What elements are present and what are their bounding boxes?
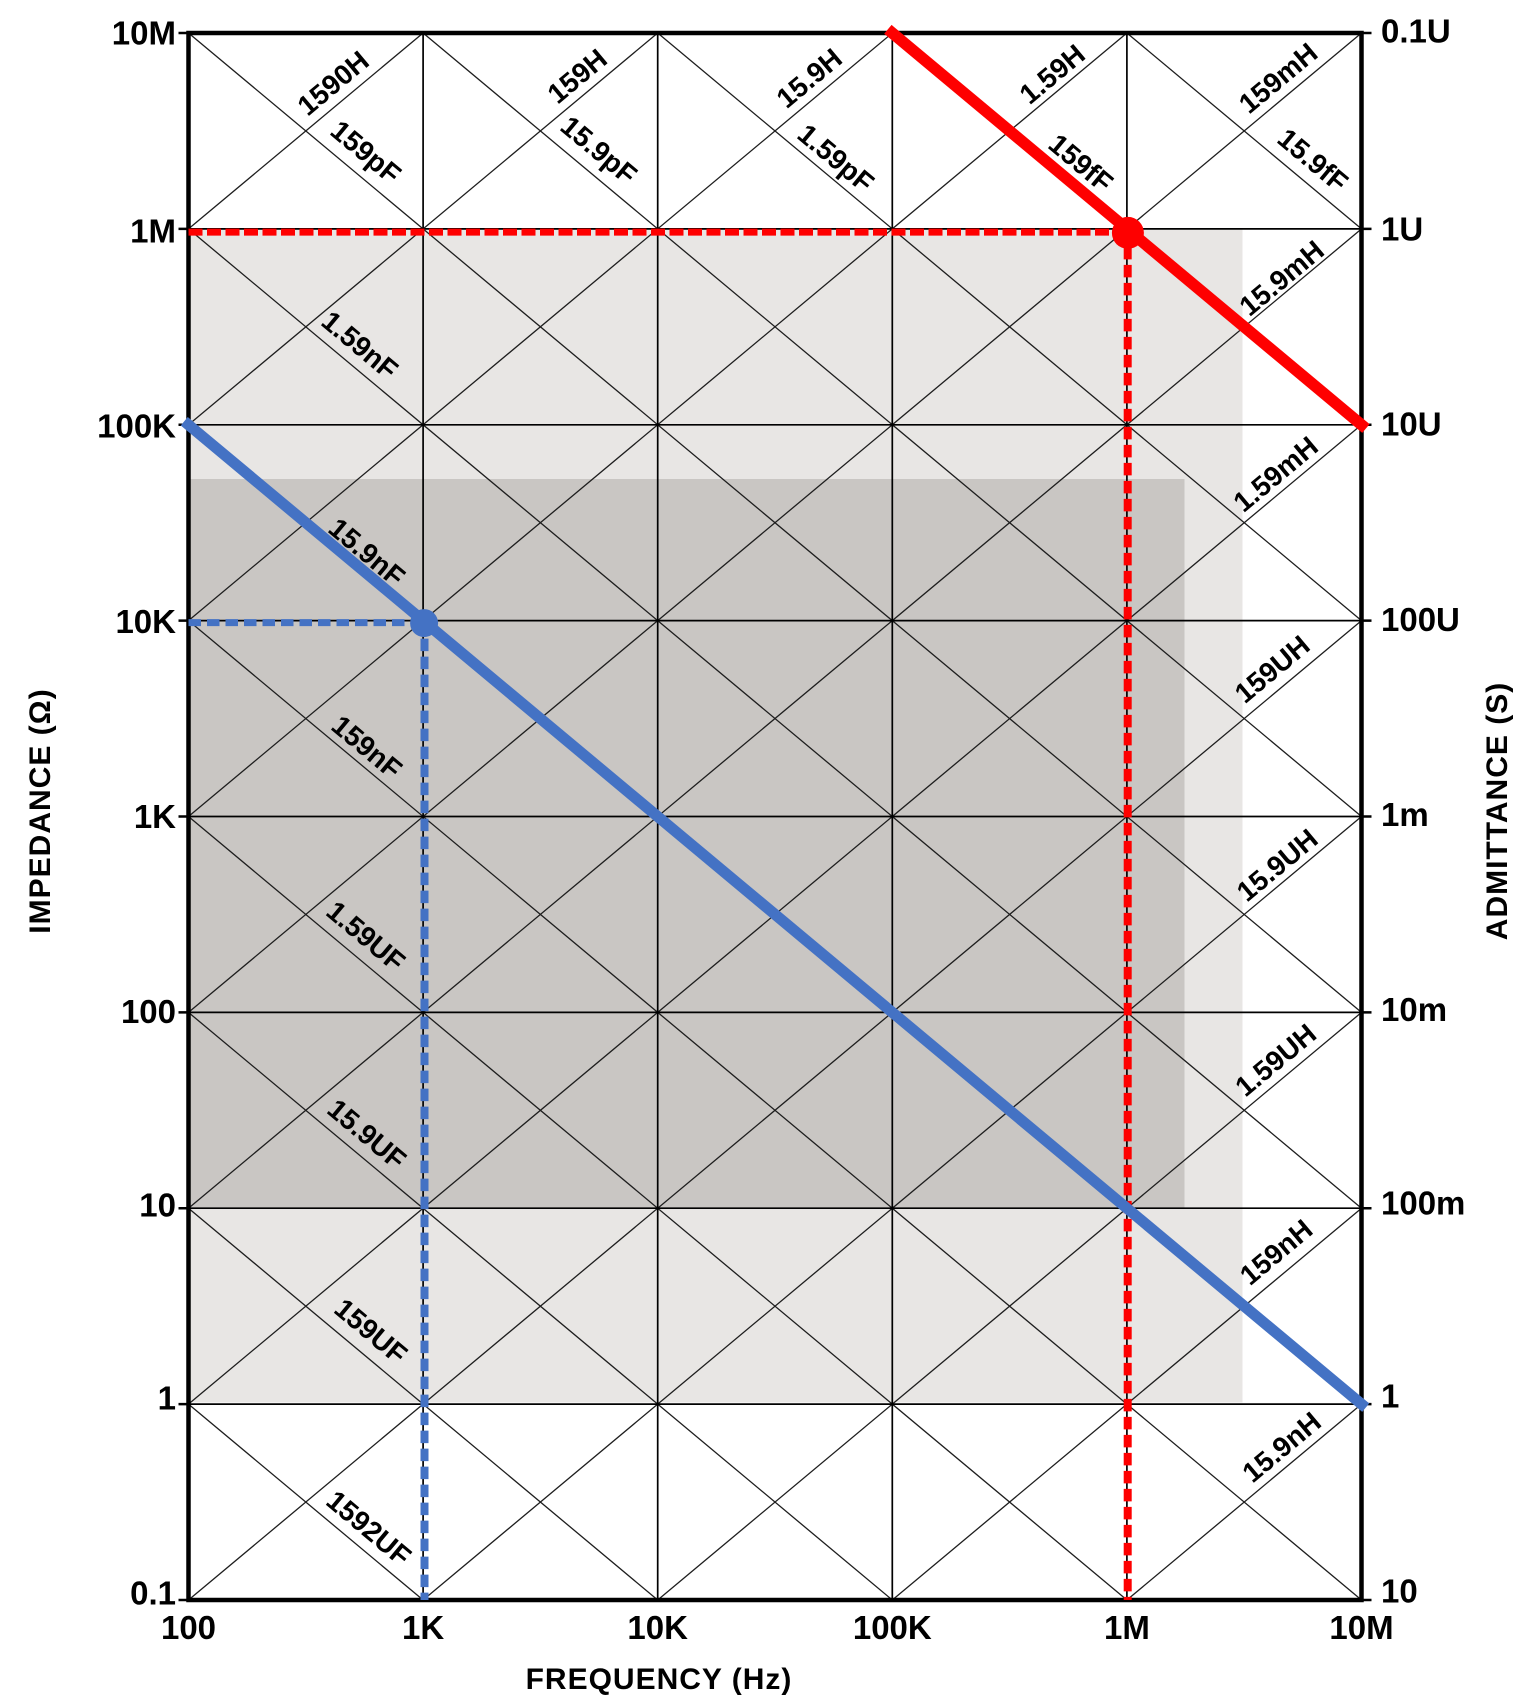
svg-text:15.9UH: 15.9UH [1231, 823, 1324, 908]
svg-text:IMPEDANCE (Ω): IMPEDANCE (Ω) [24, 688, 57, 933]
svg-text:15.9mH: 15.9mH [1234, 234, 1330, 322]
svg-text:1.59H: 1.59H [1014, 38, 1091, 110]
svg-text:10M: 10M [112, 15, 176, 52]
svg-text:1.59pF: 1.59pF [792, 118, 880, 199]
svg-text:100K: 100K [97, 407, 176, 444]
svg-text:1M: 1M [130, 212, 176, 249]
svg-text:15.9pF: 15.9pF [555, 110, 643, 191]
svg-text:10M: 10M [1329, 1609, 1393, 1646]
svg-text:1m: 1m [1381, 796, 1429, 833]
svg-text:FREQUENCY (Hz): FREQUENCY (Hz) [526, 1663, 793, 1696]
svg-text:1592UF: 1592UF [321, 1484, 417, 1572]
svg-text:1K: 1K [402, 1609, 444, 1646]
svg-text:159pF: 159pF [325, 114, 407, 190]
svg-text:100: 100 [161, 1609, 216, 1646]
svg-text:159mH: 159mH [1233, 37, 1323, 120]
svg-text:0.1: 0.1 [130, 1575, 176, 1612]
svg-text:10K: 10K [627, 1609, 688, 1646]
svg-text:15.9fF: 15.9fF [1272, 122, 1354, 198]
svg-text:1K: 1K [134, 798, 176, 835]
svg-text:100m: 100m [1381, 1185, 1465, 1222]
svg-text:15.9H: 15.9H [771, 42, 848, 114]
svg-text:1: 1 [158, 1380, 176, 1417]
svg-text:1M: 1M [1104, 1609, 1150, 1646]
svg-text:10U: 10U [1381, 405, 1442, 442]
svg-text:100: 100 [121, 993, 176, 1030]
svg-text:1U: 1U [1381, 210, 1423, 247]
svg-text:100K: 100K [853, 1609, 932, 1646]
svg-text:10m: 10m [1381, 991, 1447, 1028]
svg-text:1: 1 [1381, 1378, 1399, 1415]
svg-text:100U: 100U [1381, 601, 1460, 638]
svg-text:10: 10 [139, 1187, 176, 1224]
svg-text:1.59UH: 1.59UH [1229, 1018, 1322, 1103]
svg-text:10K: 10K [115, 603, 176, 640]
svg-text:0.1U: 0.1U [1381, 13, 1451, 50]
svg-text:10: 10 [1381, 1573, 1418, 1610]
svg-text:15.9nH: 15.9nH [1237, 1406, 1327, 1489]
svg-text:ADMITTANCE (S): ADMITTANCE (S) [1481, 682, 1514, 940]
